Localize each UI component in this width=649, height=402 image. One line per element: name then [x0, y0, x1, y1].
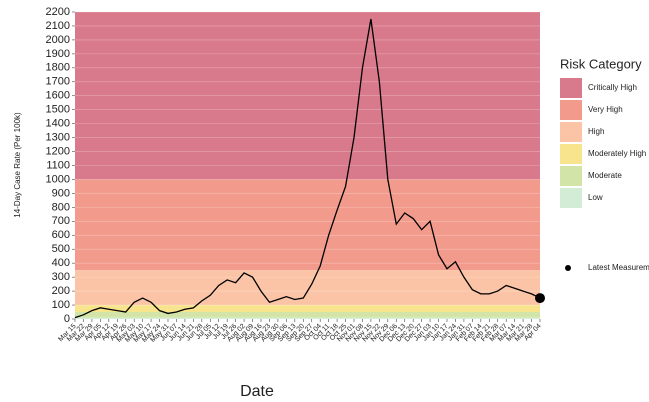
y-tick-label: 600 [52, 229, 70, 241]
y-tick-label: 700 [52, 215, 70, 227]
legend-swatch [560, 188, 582, 208]
legend-label: Moderately High [588, 149, 646, 158]
y-tick-label: 1900 [46, 48, 70, 60]
y-tick-label: 1600 [46, 90, 70, 102]
y-tick-label: 400 [52, 257, 70, 269]
risk-band [75, 179, 540, 271]
y-tick-label: 1200 [46, 145, 70, 157]
legend-label: Very High [588, 105, 623, 114]
case-rate-line [74, 18, 541, 319]
y-tick-label: 1800 [46, 62, 70, 74]
risk-band [75, 270, 540, 306]
y-tick-label: 1300 [46, 131, 70, 143]
y-tick-label: 1500 [46, 104, 70, 116]
legend-swatch [560, 100, 582, 120]
y-tick-label: 1100 [46, 159, 70, 171]
y-tick-label: 2000 [46, 34, 70, 46]
y-tick-label: 1400 [46, 118, 70, 130]
y-tick-label: 2100 [46, 20, 70, 32]
legend-latest-label: Latest Measurement [588, 263, 649, 272]
legend-label: High [588, 127, 604, 136]
legend-latest-marker [565, 265, 571, 271]
legend-swatch [560, 78, 582, 98]
y-tick-label: 1000 [46, 173, 70, 185]
legend-swatch [560, 122, 582, 142]
y-tick-label: 500 [52, 243, 70, 255]
y-axis-label: 14-Day Case Rate (Per 100k) [13, 112, 22, 218]
risk-band [75, 317, 540, 319]
latest-point [535, 293, 545, 304]
y-tick-label: 200 [52, 285, 70, 297]
risk-band [75, 312, 540, 318]
y-tick-label: 1700 [46, 76, 70, 88]
legend-label: Low [588, 193, 603, 202]
y-tick-label: 900 [52, 187, 70, 199]
legend-label: Moderate [588, 171, 622, 180]
y-tick-label: 0 [64, 313, 70, 325]
y-tick-label: 800 [52, 201, 70, 213]
legend-swatch [560, 166, 582, 186]
legend-label: Critically High [588, 83, 637, 92]
risk-band [75, 305, 540, 313]
y-tick-label: 300 [52, 271, 70, 283]
y-tick-label: 2200 [46, 6, 70, 18]
legend-title: Risk Category [560, 56, 642, 71]
y-tick-label: 100 [52, 299, 70, 311]
risk-band [75, 12, 540, 180]
x-axis-label: Date [240, 383, 274, 400]
legend-swatch [560, 144, 582, 164]
